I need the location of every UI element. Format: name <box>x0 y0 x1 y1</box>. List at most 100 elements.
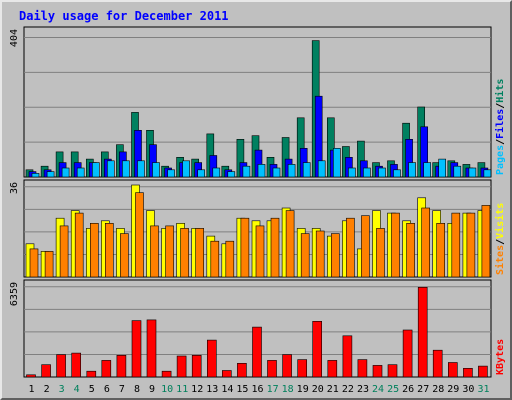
bar-kbytes-day-4 <box>71 352 81 378</box>
bar-sites-day-19 <box>300 233 310 278</box>
bar-sites-day-22 <box>346 217 355 278</box>
bar-kbytes-day-8 <box>131 320 142 378</box>
bar-pages-day-11 <box>182 160 190 178</box>
bar-pages-day-14 <box>227 171 236 178</box>
bar-kbytes-day-30 <box>463 367 473 378</box>
legend-item-sites: Sites <box>494 245 506 275</box>
x-tick-label-day-28: 28 <box>432 384 444 395</box>
legend-item-kbytes: KBytes <box>495 339 506 375</box>
bar-kbytes-day-25 <box>387 364 398 378</box>
bar-sites-day-25 <box>391 212 400 278</box>
bar-sites-day-3 <box>59 225 69 278</box>
panel-kbytes: 6359 KBytes <box>9 279 506 378</box>
bar-kbytes-day-11 <box>176 355 187 378</box>
bar-sites-day-28 <box>436 223 446 278</box>
x-tick-label-day-27: 27 <box>417 384 429 395</box>
x-tick-label-day-25: 25 <box>387 384 399 395</box>
x-tick-label-day-17: 17 <box>267 384 279 395</box>
bar-pages-day-2 <box>46 171 55 178</box>
x-tick-label-day-2: 2 <box>44 384 50 395</box>
bar-sites-day-23 <box>361 215 370 278</box>
bar-pages-day-13 <box>212 167 221 178</box>
bar-pages-day-15 <box>242 165 251 178</box>
bar-sites-day-12 <box>195 228 204 278</box>
bar-kbytes-day-31 <box>478 365 488 378</box>
bar-sites-day-24 <box>376 228 385 278</box>
bar-pages-day-5 <box>92 162 100 178</box>
legend-hits-files-pages: Pages/Files/Hits <box>494 79 506 175</box>
bar-sites-day-8 <box>135 192 144 278</box>
bar-kbytes-day-20 <box>312 320 323 378</box>
legend-item-hits: Hits <box>494 79 506 103</box>
legend-item-files: Files <box>494 109 506 139</box>
legend-kbytes: KBytes <box>495 339 506 375</box>
bar-pages-day-28 <box>438 158 447 178</box>
x-tick-label-day-9: 9 <box>149 384 155 395</box>
bar-sites-day-26 <box>406 223 415 278</box>
bar-pages-day-4 <box>76 167 85 178</box>
bar-kbytes-day-24 <box>372 365 383 378</box>
legend-separator: / <box>495 139 506 145</box>
bar-pages-day-10 <box>167 169 175 178</box>
bar-kbytes-day-1 <box>26 374 36 378</box>
bar-kbytes-day-27 <box>417 286 428 378</box>
bar-pages-day-21 <box>332 148 341 178</box>
y-max-label: 36 <box>9 182 20 194</box>
bar-kbytes-day-26 <box>402 329 413 378</box>
x-tick-label-day-10: 10 <box>161 384 173 395</box>
bar-kbytes-day-21 <box>327 360 338 378</box>
bar-pages-day-9 <box>152 162 160 178</box>
x-tick-label-day-5: 5 <box>89 384 95 395</box>
bar-pages-day-31 <box>483 169 492 178</box>
legend-item-pages: Pages <box>495 145 506 175</box>
bar-kbytes-day-22 <box>342 335 353 378</box>
x-tick-label-day-16: 16 <box>251 384 263 395</box>
chart-title: Daily usage for December 2011 <box>19 9 229 23</box>
bar-pages-day-18 <box>287 164 296 178</box>
bar-pages-day-16 <box>257 164 266 178</box>
bar-pages-day-27 <box>423 162 432 178</box>
bar-kbytes-day-17 <box>267 360 277 378</box>
bar-sites-day-30 <box>466 212 476 278</box>
bar-sites-day-7 <box>120 233 129 278</box>
bar-sites-day-21 <box>330 233 340 278</box>
bar-pages-day-7 <box>122 160 130 178</box>
bar-kbytes-day-10 <box>161 370 172 378</box>
bar-kbytes-day-19 <box>297 359 308 378</box>
bar-pages-day-12 <box>197 169 205 178</box>
y-max-label: 404 <box>9 29 20 47</box>
bar-sites-day-5 <box>90 223 99 278</box>
bar-pages-day-17 <box>272 167 281 178</box>
x-tick-label-day-13: 13 <box>206 384 218 395</box>
x-tick-label-day-23: 23 <box>357 384 369 395</box>
bar-pages-day-25 <box>393 169 401 178</box>
bar-kbytes-day-29 <box>447 362 458 378</box>
bar-sites-day-17 <box>270 217 280 278</box>
x-tick-label-day-30: 30 <box>462 384 474 395</box>
x-tick-label-day-11: 11 <box>176 384 188 395</box>
bar-kbytes-day-9 <box>146 319 157 378</box>
bar-pages-day-26 <box>408 162 416 178</box>
x-tick-label-day-20: 20 <box>312 384 324 395</box>
bar-kbytes-day-2 <box>41 364 51 378</box>
legend-separator: / <box>495 239 506 245</box>
bar-kbytes-day-16 <box>252 326 262 378</box>
bar-kbytes-day-5 <box>86 370 97 378</box>
bar-sites-day-31 <box>481 205 491 278</box>
bar-sites-day-4 <box>74 212 84 278</box>
bar-sites-day-9 <box>150 225 159 278</box>
bar-kbytes-day-23 <box>357 359 368 378</box>
bar-pages-day-20 <box>317 160 326 178</box>
bar-sites-day-10 <box>165 225 174 278</box>
bar-sites-day-13 <box>210 240 220 278</box>
bar-kbytes-day-14 <box>222 370 232 378</box>
y-max-label: 6359 <box>9 282 20 306</box>
x-tick-label-day-24: 24 <box>372 384 384 395</box>
x-tick-label-day-21: 21 <box>327 384 339 395</box>
bar-sites-day-14 <box>225 240 235 278</box>
bar-pages-day-30 <box>468 167 477 178</box>
x-tick-label-day-31: 31 <box>477 384 489 395</box>
bar-sites-day-29 <box>451 212 461 278</box>
